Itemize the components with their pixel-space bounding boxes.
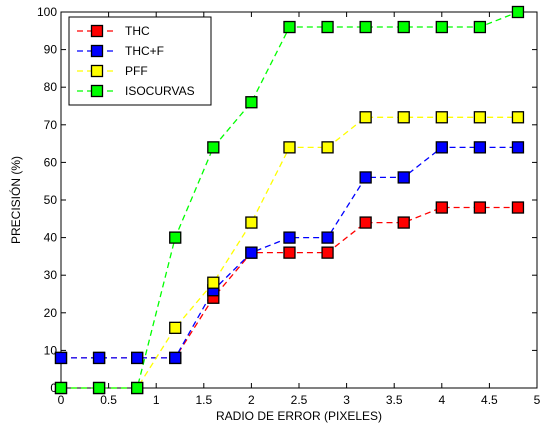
- data-point: [435, 201, 448, 214]
- data-point: [511, 111, 525, 124]
- data-point: [283, 231, 296, 244]
- legend-swatch-marker: [90, 64, 104, 78]
- data-point: [321, 246, 334, 259]
- data-point: [473, 111, 487, 124]
- data-point: [131, 351, 144, 365]
- x-axis: 0 0.5 1 1.5 2 2.5 3 3.5 4 4.5 5: [58, 12, 541, 407]
- x-tick-label: 0: [58, 393, 65, 407]
- y-tick-label: 10: [44, 343, 58, 357]
- data-point: [245, 216, 258, 229]
- data-point: [54, 381, 68, 395]
- data-point: [359, 216, 372, 229]
- x-tick-label: 2: [248, 393, 255, 407]
- x-tick-label: 5: [534, 393, 541, 407]
- data-point: [511, 5, 525, 19]
- x-axis-title: RADIO DE ERROR (PIXELES): [216, 409, 382, 423]
- y-tick-label: 90: [44, 43, 58, 57]
- data-point: [321, 231, 334, 244]
- data-point: [359, 111, 372, 124]
- x-tick-label: 2.5: [291, 393, 308, 407]
- data-point: [321, 141, 334, 154]
- data-point: [169, 351, 182, 365]
- data-point: [397, 171, 410, 184]
- y-tick-label: 0: [50, 381, 57, 395]
- y-tick-label: 80: [44, 80, 58, 94]
- data-point: [245, 246, 258, 259]
- data-point: [473, 20, 487, 34]
- legend-swatch-marker: [90, 84, 104, 98]
- y-tick-label: 30: [44, 268, 58, 282]
- legend-label: PFF: [125, 64, 148, 78]
- data-point: [131, 381, 144, 395]
- data-point: [283, 141, 296, 154]
- data-point: [92, 351, 106, 365]
- data-point: [92, 381, 106, 395]
- data-point: [169, 321, 182, 334]
- x-tick-label: 1.5: [195, 393, 212, 407]
- data-point: [283, 20, 296, 34]
- data-point: [397, 216, 410, 229]
- data-point: [321, 20, 334, 34]
- data-point: [359, 171, 372, 184]
- x-tick-label: 3: [343, 393, 350, 407]
- data-point: [397, 111, 410, 124]
- data-point: [359, 20, 372, 34]
- legend-swatch-marker: [90, 24, 104, 38]
- y-tick-label: 60: [44, 155, 58, 169]
- data-point: [283, 246, 296, 259]
- data-point: [473, 201, 487, 214]
- x-tick-label: 4: [438, 393, 445, 407]
- y-tick-label: 40: [44, 231, 58, 245]
- data-point: [54, 351, 68, 365]
- data-point: [207, 276, 220, 289]
- data-point: [245, 96, 258, 109]
- x-tick-label: 0.5: [100, 393, 117, 407]
- data-point: [511, 201, 525, 214]
- y-tick-label: 70: [44, 118, 58, 132]
- legend-label: THC: [125, 24, 150, 38]
- y-axis: 0 10 20 30 40 50 60 70 80 90 100: [37, 5, 537, 395]
- x-tick-label: 1: [153, 393, 160, 407]
- y-tick-label: 50: [44, 193, 58, 207]
- y-tick-label: 100: [37, 5, 57, 19]
- data-point: [473, 141, 487, 154]
- data-point: [397, 20, 410, 34]
- legend-swatch-marker: [90, 44, 104, 58]
- data-point: [207, 141, 220, 154]
- data-point: [435, 20, 448, 34]
- y-tick-label: 20: [44, 306, 58, 320]
- legend: THC THC+F PFF ISOCURVAS: [68, 16, 212, 106]
- data-point: [435, 111, 448, 124]
- x-tick-label: 4.5: [481, 393, 498, 407]
- series-layer: [54, 5, 525, 395]
- legend-label: ISOCURVAS: [125, 84, 195, 98]
- data-point: [511, 141, 525, 154]
- y-axis-title: PRECISIÓN (%): [8, 156, 23, 244]
- x-tick-label: 3.5: [386, 393, 403, 407]
- data-point: [169, 231, 182, 244]
- legend-label: THC+F: [125, 44, 164, 58]
- data-point: [435, 141, 448, 154]
